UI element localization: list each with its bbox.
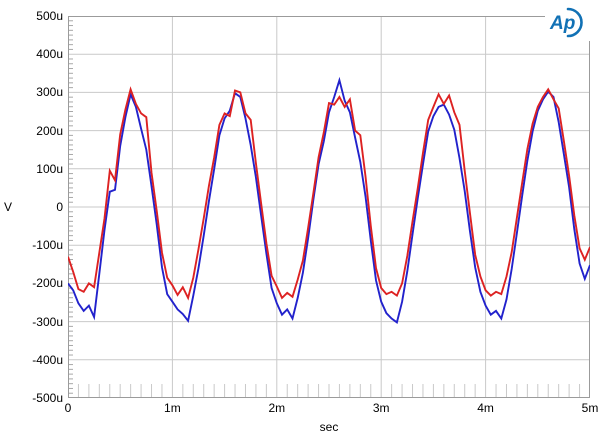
y-axis-title: V	[4, 200, 13, 214]
x-axis-title: sec	[319, 420, 339, 434]
ap-logo-icon: Ap	[549, 7, 583, 38]
y-tick-label: 100u	[36, 161, 63, 176]
y-tick-label: 400u	[36, 47, 63, 62]
plot-area	[68, 16, 590, 398]
ap-logo-text: Ap	[549, 13, 575, 34]
y-tick-label: -300u	[32, 314, 63, 329]
y-tick-label: -100u	[32, 238, 63, 253]
x-tick-label: 0	[64, 401, 72, 415]
y-tick-label: -200u	[32, 276, 63, 291]
y-tick-label: 200u	[36, 123, 63, 138]
x-tick-label: 4m	[477, 401, 494, 415]
plot-border	[68, 16, 590, 398]
y-tick-label: -400u	[32, 352, 63, 367]
x-tick-label: 3m	[372, 401, 390, 415]
y-tick-label: 500u	[36, 9, 63, 23]
x-tick-label: 1m	[164, 401, 181, 415]
y-tick-label: 300u	[36, 85, 63, 100]
plot-svg	[68, 16, 590, 398]
x-tick-label: 2m	[268, 401, 286, 415]
x-tick-label: 5m	[581, 401, 599, 415]
blue-trace	[68, 76, 590, 325]
red-trace	[68, 86, 590, 301]
y-tick-label: 0	[56, 200, 63, 214]
ap-logo: Ap	[545, 5, 593, 41]
y-axis-tick-labels: 500u 400u 300u 200u 100u 0 -100u -200u -300u -400…	[0, 0, 63, 444]
y-tick-label: -500u	[32, 391, 63, 405]
